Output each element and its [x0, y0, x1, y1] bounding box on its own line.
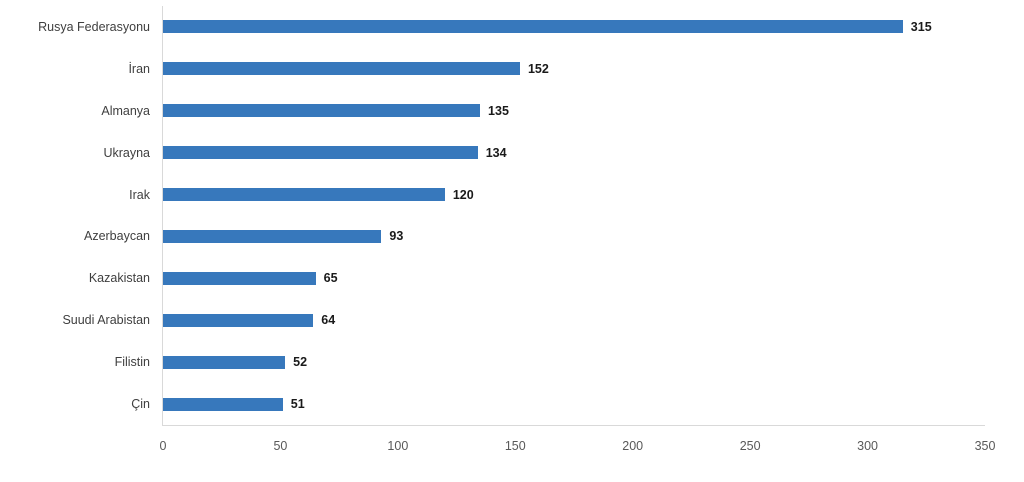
x-tick-label: 300 — [857, 439, 878, 453]
bar — [163, 355, 286, 369]
bar — [163, 62, 520, 76]
category-label: Irak — [129, 187, 150, 202]
bar — [163, 20, 903, 34]
bar-rows: Rusya Federasyonu 315 İran 152 Almanya 1… — [38, 6, 985, 425]
bar-line: 93 — [163, 216, 985, 258]
category-label: Azerbaycan — [83, 229, 150, 244]
bar-line: 152 — [163, 48, 985, 90]
bar-row: Kazakistan 65 — [89, 257, 985, 299]
bar — [163, 397, 283, 411]
value-label: 135 — [488, 103, 509, 118]
value-label: 52 — [293, 355, 308, 370]
x-tick-label: 250 — [739, 439, 761, 453]
bar-row: Azerbaycan 93 — [84, 216, 985, 258]
bar-row: Ukrayna 134 — [103, 132, 985, 174]
x-tick-label: 200 — [622, 439, 644, 453]
category-label: Rusya Federasyonu — [38, 19, 150, 34]
bar-line: 120 — [163, 174, 985, 216]
bar-row: Filistin 52 — [115, 341, 985, 383]
plot-area: Rusya Federasyonu 315 İran 152 Almanya 1… — [38, 6, 995, 453]
bar-line: 64 — [163, 299, 985, 341]
value-label: 134 — [485, 145, 507, 160]
value-label: 93 — [389, 229, 404, 244]
category-label: Çin — [131, 397, 150, 412]
category-label: Ukrayna — [103, 145, 150, 160]
bar-line: 134 — [163, 132, 985, 174]
x-tick-label: 150 — [504, 439, 526, 453]
x-tick-label: 100 — [387, 439, 409, 453]
category-label: Suudi Arabistan — [62, 313, 150, 328]
value-label: 120 — [452, 187, 474, 202]
bar-line: 315 — [163, 6, 985, 48]
bar — [163, 229, 382, 243]
bar — [163, 313, 314, 327]
value-label: 315 — [910, 19, 932, 34]
x-tick-label: 50 — [273, 439, 288, 453]
category-label: Almanya — [101, 103, 150, 118]
bar — [163, 188, 445, 202]
bar-row: Rusya Federasyonu 315 — [38, 6, 985, 48]
bar-line: 52 — [163, 341, 985, 383]
category-label: Filistin — [114, 355, 150, 370]
x-tick-label: 0 — [159, 439, 167, 453]
value-label: 64 — [321, 313, 336, 328]
bar-row: Irak 120 — [129, 174, 985, 216]
category-label: İran — [128, 61, 150, 76]
bar-line: 51 — [163, 383, 985, 425]
value-label: 152 — [527, 61, 549, 76]
bar — [163, 146, 478, 160]
bar-line: 65 — [163, 257, 985, 299]
value-label: 51 — [290, 397, 305, 412]
bar — [163, 104, 481, 118]
bar-line: 135 — [163, 90, 985, 132]
category-label: Kazakistan — [88, 271, 150, 286]
x-tick-label: 350 — [974, 439, 996, 453]
value-label: 65 — [323, 271, 338, 286]
bar — [163, 271, 316, 285]
bar-row: Almanya 135 — [101, 90, 985, 132]
bar-row: Çin 51 — [131, 383, 985, 425]
bar-row: Suudi Arabistan 64 — [62, 299, 985, 341]
bar-row: İran 152 — [128, 48, 985, 90]
